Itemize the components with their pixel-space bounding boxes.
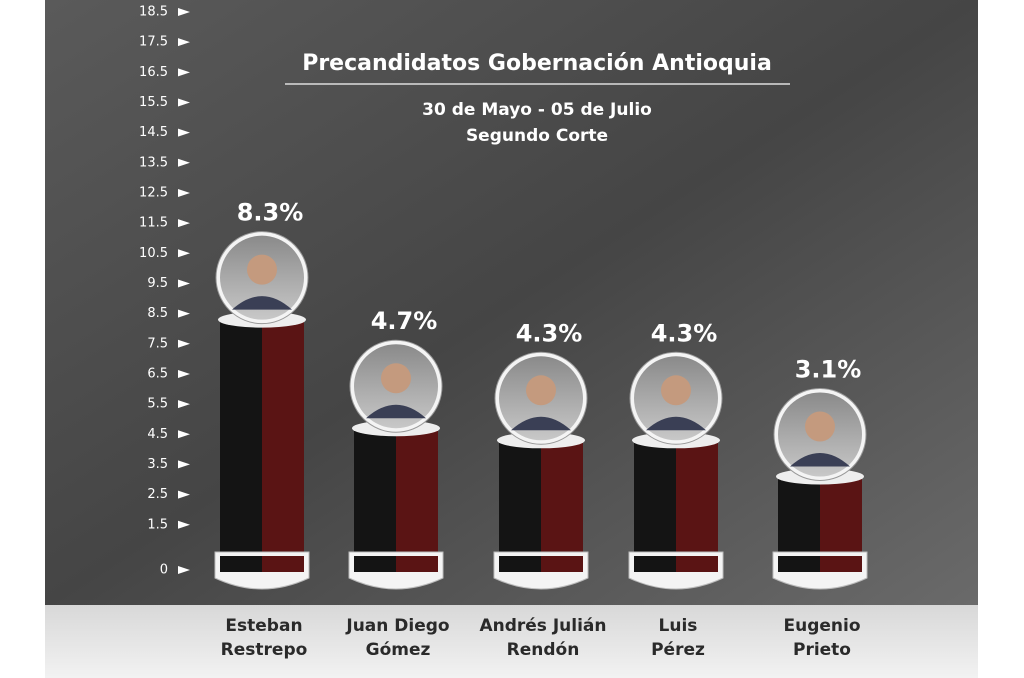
y-tick-label: 8.5 (147, 306, 168, 321)
tick-mark (178, 8, 190, 16)
bar-base-inner (634, 556, 718, 572)
y-tick-label: 12.5 (139, 185, 168, 200)
y-tick-label: 0 (160, 563, 168, 578)
tick-mark (178, 219, 190, 228)
y-tick-label: 6.5 (147, 366, 168, 381)
photo-head (661, 375, 691, 406)
bar-base-inner (499, 556, 583, 572)
name-band (45, 605, 978, 678)
y-tick-label: 4.5 (147, 427, 168, 442)
subtitle: Segundo Corte (466, 126, 608, 146)
tick-mark (178, 38, 190, 47)
photo-body (790, 452, 850, 467)
y-tick-label: 3.5 (147, 457, 168, 472)
data-label: 4.3% (651, 319, 718, 347)
tick-mark (178, 566, 190, 574)
y-tick-label: 17.5 (139, 35, 168, 50)
tick-mark (178, 249, 190, 258)
tick-mark (178, 188, 190, 197)
y-tick-label: 11.5 (139, 216, 168, 231)
chart-title: Precandidatos Gobernación Antioquia (302, 51, 772, 76)
y-tick-label: 13.5 (139, 155, 168, 170)
y-tick-label: 16.5 (139, 65, 168, 80)
tick-mark (178, 339, 190, 348)
bar (634, 440, 718, 570)
data-label: 4.7% (371, 307, 438, 335)
x-tick-label: Eugenio Prieto (783, 616, 861, 660)
y-tick-label: 10.5 (139, 246, 168, 261)
tick-mark (178, 369, 190, 378)
x-tick-label: Esteban Restrepo (220, 616, 308, 660)
photo-head (805, 411, 835, 442)
photo-head (247, 254, 277, 285)
tick-mark (178, 128, 190, 137)
x-tick-label: Juan Diego Gómez (346, 616, 450, 660)
tick-mark (178, 158, 190, 167)
y-tick-label: 7.5 (147, 336, 168, 351)
y-tick-label: 2.5 (147, 487, 168, 502)
x-tick-label: Luis Pérez (651, 616, 705, 660)
photo-body (646, 416, 706, 431)
photo-body (366, 404, 426, 419)
tick-mark (178, 98, 190, 107)
y-tick-label: 9.5 (147, 276, 168, 291)
photo-head (526, 375, 556, 406)
tick-mark (178, 400, 190, 409)
subtitle: 30 de Mayo - 05 de Julio (422, 100, 652, 120)
tick-mark (178, 460, 190, 469)
bar-base-inner (220, 556, 304, 572)
bar (220, 319, 304, 570)
bar-base-inner (778, 556, 862, 572)
y-tick-label: 5.5 (147, 397, 168, 412)
y-tick-label: 15.5 (139, 95, 168, 110)
photo-head (381, 363, 411, 394)
tick-mark (178, 279, 190, 288)
data-label: 3.1% (795, 355, 862, 383)
y-tick-label: 1.5 (147, 517, 168, 532)
tick-mark (178, 68, 190, 77)
photo-body (511, 416, 571, 431)
x-tick-label: Andrés Julián Rendón (479, 616, 607, 660)
y-tick-label: 14.5 (139, 125, 168, 140)
tick-mark (178, 430, 190, 439)
photo-body (232, 296, 292, 310)
data-label: 4.3% (516, 319, 583, 347)
tick-mark (178, 520, 190, 529)
data-label: 8.3% (237, 199, 304, 227)
tick-mark (178, 309, 190, 318)
tick-mark (178, 490, 190, 499)
bar (354, 428, 438, 570)
bar-base-inner (354, 556, 438, 572)
y-tick-label: 18.5 (139, 5, 168, 20)
bar (499, 440, 583, 570)
